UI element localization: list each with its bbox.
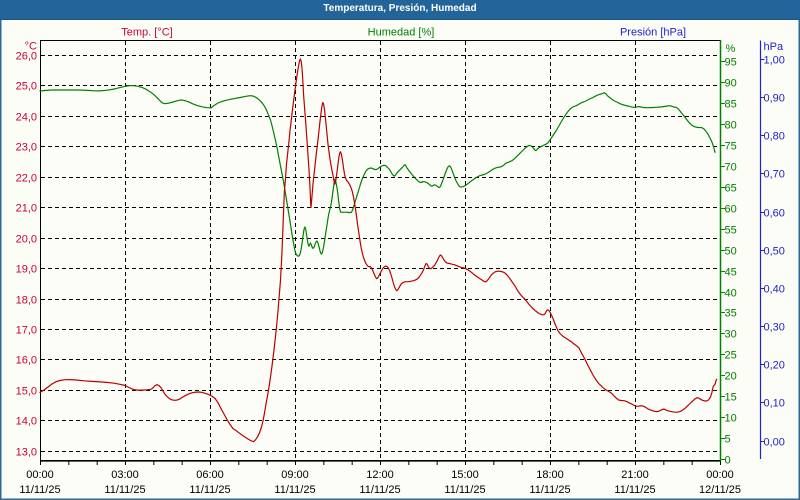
svg-text:06:00: 06:00	[196, 469, 224, 481]
svg-text:Humedad [%]: Humedad [%]	[368, 27, 435, 39]
svg-text:13,0: 13,0	[16, 447, 37, 459]
svg-text:15:00: 15:00	[451, 469, 479, 481]
svg-text:00:00: 00:00	[706, 469, 734, 481]
svg-text:30: 30	[725, 329, 737, 341]
svg-text:35: 35	[725, 308, 737, 320]
svg-text:15: 15	[725, 392, 737, 404]
svg-text:0,10: 0,10	[764, 398, 785, 410]
svg-text:12:00: 12:00	[366, 469, 394, 481]
svg-text:75: 75	[725, 141, 737, 153]
svg-text:11/11/25: 11/11/25	[104, 484, 145, 496]
svg-text:19,0: 19,0	[16, 264, 37, 276]
svg-text:55: 55	[725, 225, 737, 237]
svg-text:0,40: 0,40	[764, 284, 785, 296]
svg-text:40: 40	[725, 288, 737, 300]
svg-text:15,0: 15,0	[16, 386, 37, 398]
svg-text:1,00: 1,00	[764, 55, 785, 67]
svg-text:0,30: 0,30	[764, 322, 785, 334]
svg-text:00:00: 00:00	[26, 469, 54, 481]
svg-text:11/11/25: 11/11/25	[614, 484, 655, 496]
svg-text:12/11/25: 12/11/25	[699, 484, 741, 496]
svg-text:hPa: hPa	[764, 41, 784, 53]
svg-text:25,0: 25,0	[16, 81, 37, 93]
svg-text:45: 45	[725, 267, 737, 279]
svg-text:80: 80	[725, 120, 737, 132]
svg-text:18:00: 18:00	[536, 469, 564, 481]
svg-text:0: 0	[725, 455, 731, 467]
svg-text:65: 65	[725, 183, 737, 195]
svg-text:23,0: 23,0	[16, 142, 37, 154]
svg-text:0,20: 0,20	[764, 360, 785, 372]
svg-text:11/11/25: 11/11/25	[359, 484, 400, 496]
svg-text:25: 25	[725, 350, 737, 362]
svg-text:0,50: 0,50	[764, 246, 785, 258]
svg-text:11/11/25: 11/11/25	[19, 484, 60, 496]
svg-text:5: 5	[725, 434, 731, 446]
svg-text:95: 95	[725, 57, 737, 69]
svg-text:17,0: 17,0	[16, 325, 37, 337]
svg-text:03:00: 03:00	[111, 469, 139, 481]
svg-text:0,60: 0,60	[764, 208, 785, 220]
svg-text:0,70: 0,70	[764, 169, 785, 181]
svg-text:20,0: 20,0	[16, 234, 37, 246]
svg-text:90: 90	[725, 78, 737, 90]
svg-text:16,0: 16,0	[16, 355, 37, 367]
svg-text:11/11/25: 11/11/25	[189, 484, 230, 496]
svg-text:°C: °C	[25, 41, 37, 53]
svg-text:18,0: 18,0	[16, 295, 37, 307]
svg-text:85: 85	[725, 99, 737, 111]
svg-text:0,90: 0,90	[764, 93, 785, 105]
svg-text:Presión [hPa]: Presión [hPa]	[620, 27, 686, 39]
svg-text:24,0: 24,0	[16, 112, 37, 124]
svg-text:11/11/25: 11/11/25	[274, 484, 315, 496]
svg-text:09:00: 09:00	[281, 469, 309, 481]
svg-text:Temperatura, Presión, Humedad: Temperatura, Presión, Humedad	[323, 3, 476, 14]
svg-text:%: %	[726, 43, 736, 55]
svg-text:21,0: 21,0	[16, 203, 37, 215]
svg-text:60: 60	[725, 204, 737, 216]
svg-text:50: 50	[725, 246, 737, 258]
svg-text:22,0: 22,0	[16, 173, 37, 185]
svg-text:26,0: 26,0	[16, 51, 37, 63]
svg-text:Temp. [°C]: Temp. [°C]	[121, 27, 172, 39]
svg-text:14,0: 14,0	[16, 416, 37, 428]
svg-text:21:00: 21:00	[621, 469, 649, 481]
svg-text:70: 70	[725, 162, 737, 174]
svg-text:10: 10	[725, 413, 737, 425]
svg-text:0,80: 0,80	[764, 131, 785, 143]
svg-text:20: 20	[725, 371, 737, 383]
svg-text:0,00: 0,00	[764, 437, 785, 449]
svg-text:11/11/25: 11/11/25	[529, 484, 570, 496]
svg-text:11/11/25: 11/11/25	[444, 484, 485, 496]
